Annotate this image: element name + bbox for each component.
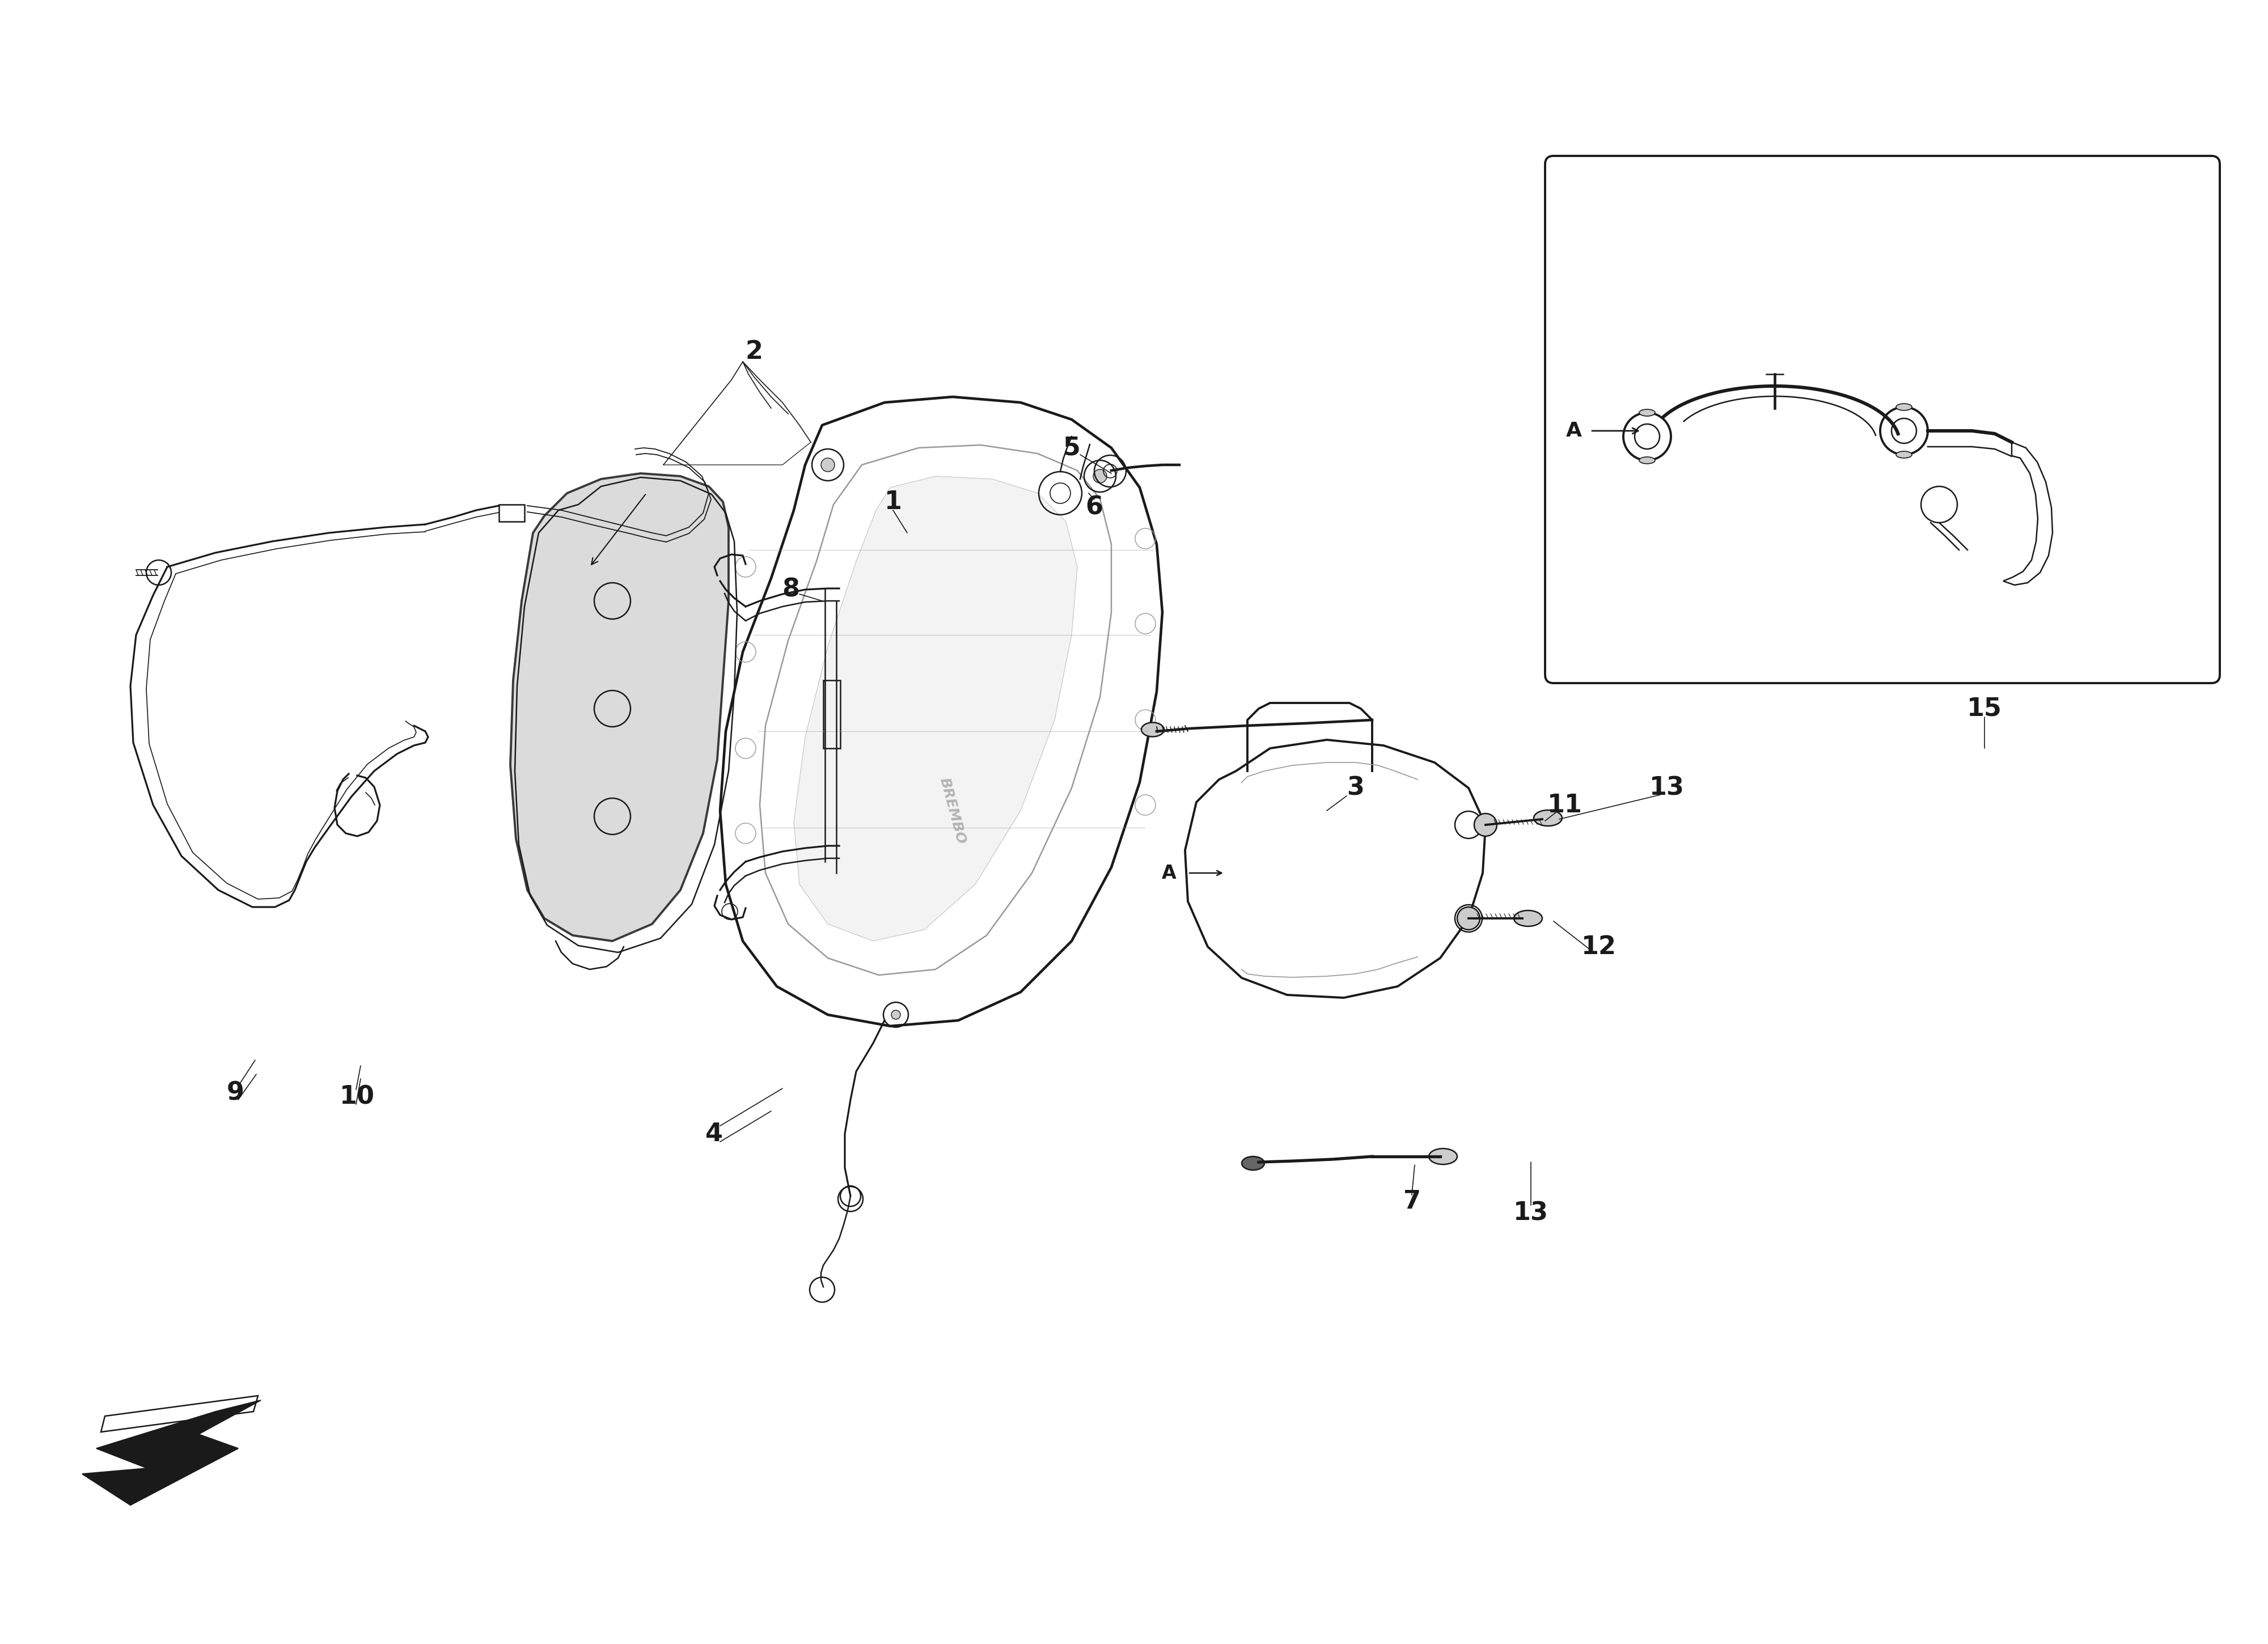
Text: 15: 15 (1966, 697, 2003, 720)
Ellipse shape (1896, 450, 1912, 459)
Text: 6: 6 (1086, 495, 1102, 520)
Text: 2: 2 (746, 339, 762, 363)
Text: 13: 13 (1513, 1202, 1549, 1225)
Ellipse shape (1640, 409, 1656, 416)
Text: 11: 11 (1547, 792, 1583, 817)
Ellipse shape (1515, 911, 1542, 926)
Text: 16: 16 (1887, 301, 1923, 326)
Text: A: A (1565, 421, 1583, 441)
Polygon shape (510, 473, 728, 940)
Circle shape (1474, 814, 1497, 837)
Text: 7: 7 (1404, 1190, 1420, 1213)
Circle shape (1456, 907, 1479, 931)
Text: 14: 14 (1780, 306, 1814, 330)
Circle shape (821, 459, 835, 472)
Text: 4: 4 (705, 1121, 723, 1146)
Text: 18: 18 (2091, 301, 2127, 326)
Text: 3: 3 (1347, 776, 1363, 801)
Ellipse shape (1243, 1156, 1266, 1171)
Text: 16: 16 (1644, 301, 1678, 326)
Text: 13: 13 (1649, 776, 1685, 801)
Text: 5: 5 (1064, 436, 1080, 460)
Bar (823, 681, 839, 748)
Ellipse shape (1896, 404, 1912, 411)
Text: 8: 8 (782, 577, 801, 602)
Text: A: A (1161, 863, 1177, 883)
Text: BREMBO: BREMBO (937, 776, 968, 845)
Polygon shape (794, 477, 1077, 940)
Bar (499, 505, 524, 521)
Ellipse shape (1640, 457, 1656, 464)
FancyBboxPatch shape (1545, 156, 2220, 684)
Text: 10: 10 (340, 1085, 374, 1110)
Circle shape (1093, 470, 1107, 483)
Text: 12: 12 (1581, 934, 1617, 958)
Polygon shape (82, 1401, 261, 1506)
Text: 9: 9 (227, 1080, 245, 1105)
Text: 1: 1 (885, 490, 903, 515)
Ellipse shape (1429, 1149, 1456, 1164)
Circle shape (891, 1009, 900, 1019)
Ellipse shape (1141, 722, 1163, 737)
Text: 17: 17 (1989, 595, 2025, 618)
Ellipse shape (1533, 810, 1563, 825)
